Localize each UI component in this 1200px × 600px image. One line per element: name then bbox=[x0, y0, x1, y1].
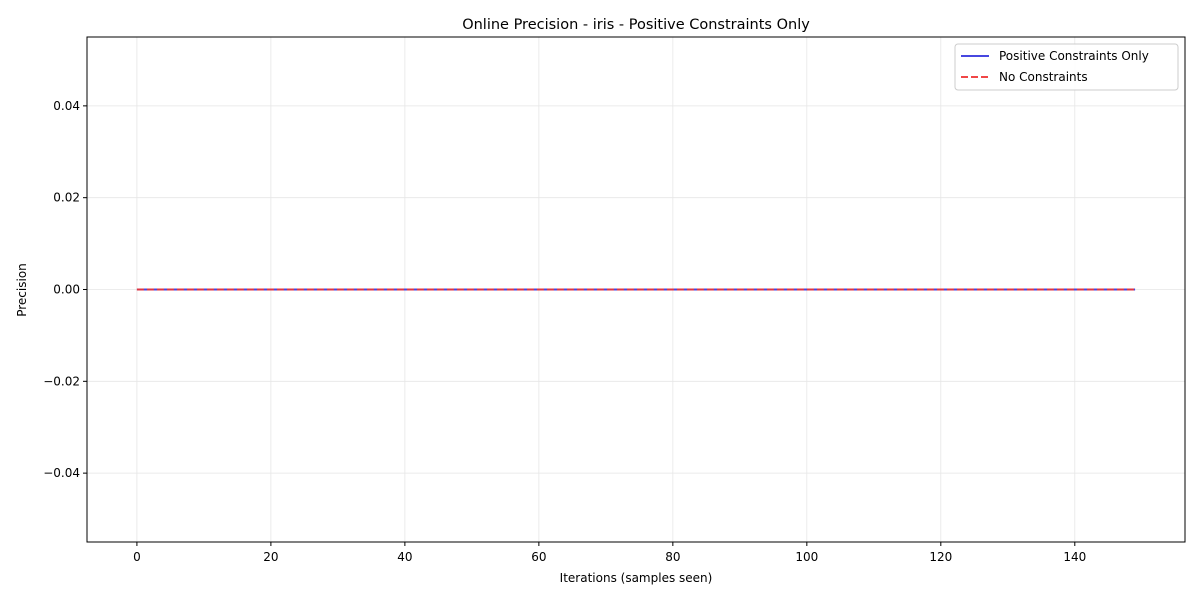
legend-label: No Constraints bbox=[999, 70, 1088, 84]
x-tick-label: 140 bbox=[1063, 550, 1086, 564]
y-tick-label: 0.02 bbox=[53, 191, 80, 205]
legend: Positive Constraints Only No Constraints bbox=[954, 43, 1179, 91]
x-tick-label: 80 bbox=[665, 550, 680, 564]
legend-box bbox=[954, 43, 1179, 91]
x-tick-label: 20 bbox=[263, 550, 278, 564]
x-tick-label: 40 bbox=[397, 550, 412, 564]
y-tick-label: −0.04 bbox=[43, 466, 80, 480]
y-tick-label: 0.00 bbox=[53, 283, 80, 297]
x-tick-label: 120 bbox=[929, 550, 952, 564]
x-tick-label: 0 bbox=[133, 550, 141, 564]
y-tick-label: −0.02 bbox=[43, 374, 80, 388]
y-axis-label: Precision bbox=[15, 263, 29, 317]
legend-label: Positive Constraints Only bbox=[999, 49, 1149, 63]
x-axis-label: Iterations (samples seen) bbox=[560, 571, 713, 585]
x-tick-label: 100 bbox=[795, 550, 818, 564]
axis-ticks: 0 20 40 60 80 100 120 140 −0.04 −0.02 0.00 0.02 0.04 bbox=[43, 99, 1086, 564]
chart-title: Online Precision - iris - Positive Const… bbox=[462, 17, 810, 33]
x-tick-label: 60 bbox=[531, 550, 546, 564]
y-tick-label: 0.04 bbox=[53, 99, 80, 113]
